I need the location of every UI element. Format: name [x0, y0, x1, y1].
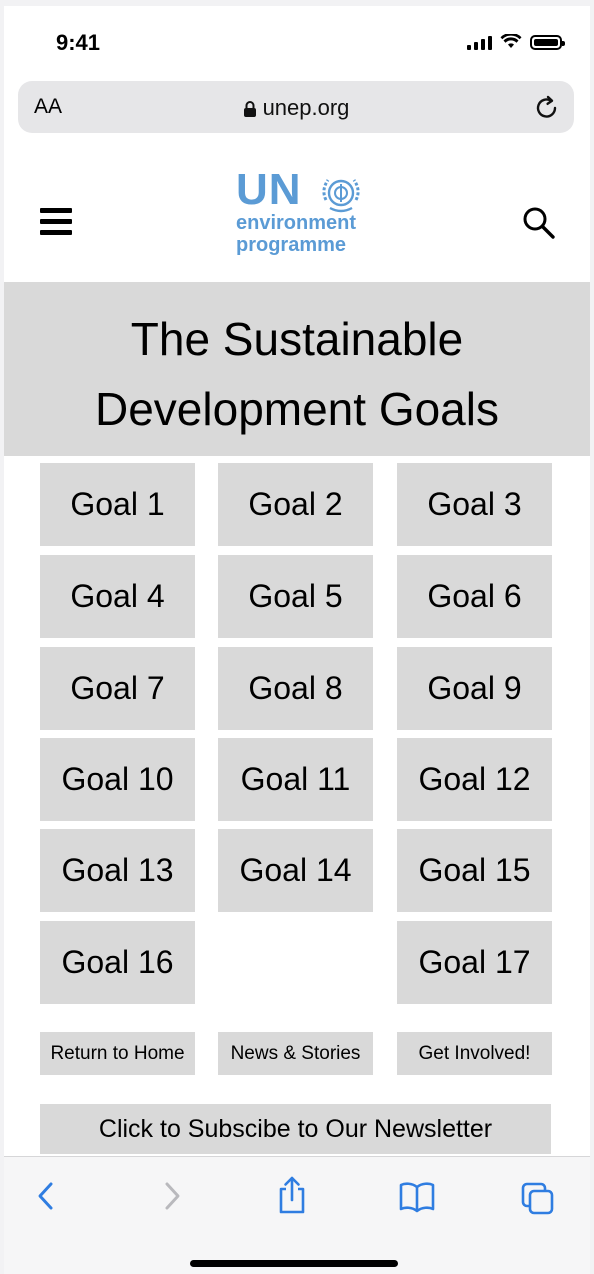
goal-7-button[interactable]: Goal 7 — [40, 647, 195, 730]
get-involved-button[interactable]: Get Involved! — [397, 1032, 552, 1075]
page-title-line2: Development Goals — [95, 383, 499, 435]
goal-6-button[interactable]: Goal 6 — [397, 555, 552, 638]
goal-2-button[interactable]: Goal 2 — [218, 463, 373, 546]
goal-11-button[interactable]: Goal 11 — [218, 738, 373, 821]
goal-5-button[interactable]: Goal 5 — [218, 555, 373, 638]
page-title: The Sustainable Development Goals — [4, 282, 590, 444]
goal-1-button[interactable]: Goal 1 — [40, 463, 195, 546]
url-text: unep.org — [262, 95, 350, 120]
text-size-label: AA — [34, 95, 63, 118]
status-icons — [467, 34, 565, 50]
home-indicator[interactable] — [190, 1260, 398, 1267]
page-title-band: The Sustainable Development Goals — [4, 282, 590, 456]
address-bar[interactable]: AA unep.org — [18, 81, 574, 133]
share-icon[interactable] — [276, 1175, 308, 1215]
reload-icon[interactable] — [534, 93, 560, 121]
goal-12-button[interactable]: Goal 12 — [397, 738, 552, 821]
text-size-button[interactable]: AA — [34, 95, 62, 119]
lock-icon — [243, 101, 256, 118]
chevron-right-icon[interactable] — [162, 1181, 182, 1211]
news-stories-button[interactable]: News & Stories — [218, 1032, 373, 1075]
goal-3-button[interactable]: Goal 3 — [397, 463, 552, 546]
goal-10-button[interactable]: Goal 10 — [40, 738, 195, 821]
book-icon[interactable] — [398, 1181, 436, 1213]
unep-logo[interactable]: UN environment programme — [236, 168, 376, 256]
chevron-left-icon[interactable] — [36, 1181, 56, 1211]
goal-4-button[interactable]: Goal 4 — [40, 555, 195, 638]
phone-screen: 9:41 AA unep.org — [4, 6, 590, 1274]
battery-icon — [530, 34, 565, 50]
goal-17-button[interactable]: Goal 17 — [397, 921, 552, 1004]
cellular-signal-icon — [467, 34, 492, 50]
browser-toolbar — [4, 1156, 590, 1274]
menu-icon[interactable] — [40, 208, 72, 241]
status-bar: 9:41 — [4, 6, 590, 78]
status-time: 9:41 — [56, 30, 101, 55]
goal-8-button[interactable]: Goal 8 — [218, 647, 373, 730]
search-icon[interactable] — [522, 206, 556, 240]
logo-line-environment: environment — [236, 212, 357, 234]
url-field[interactable]: unep.org — [18, 95, 574, 121]
site-header: UN environment programme — [4, 150, 590, 280]
logo-abbrev: UN — [236, 165, 302, 214]
newsletter-subscribe-button[interactable]: Click to Subscibe to Our Newsletter — [40, 1104, 551, 1154]
page-title-line1: The Sustainable — [130, 313, 464, 365]
un-emblem-icon — [322, 179, 360, 213]
goal-15-button[interactable]: Goal 15 — [397, 829, 552, 912]
logo-line-programme: programme — [236, 234, 347, 256]
return-home-button[interactable]: Return to Home — [40, 1032, 195, 1075]
goal-14-button[interactable]: Goal 14 — [218, 829, 373, 912]
goal-16-button[interactable]: Goal 16 — [40, 921, 195, 1004]
wifi-icon — [500, 34, 522, 48]
goal-9-button[interactable]: Goal 9 — [397, 647, 552, 730]
goal-13-button[interactable]: Goal 13 — [40, 829, 195, 912]
tabs-icon[interactable] — [520, 1181, 556, 1217]
